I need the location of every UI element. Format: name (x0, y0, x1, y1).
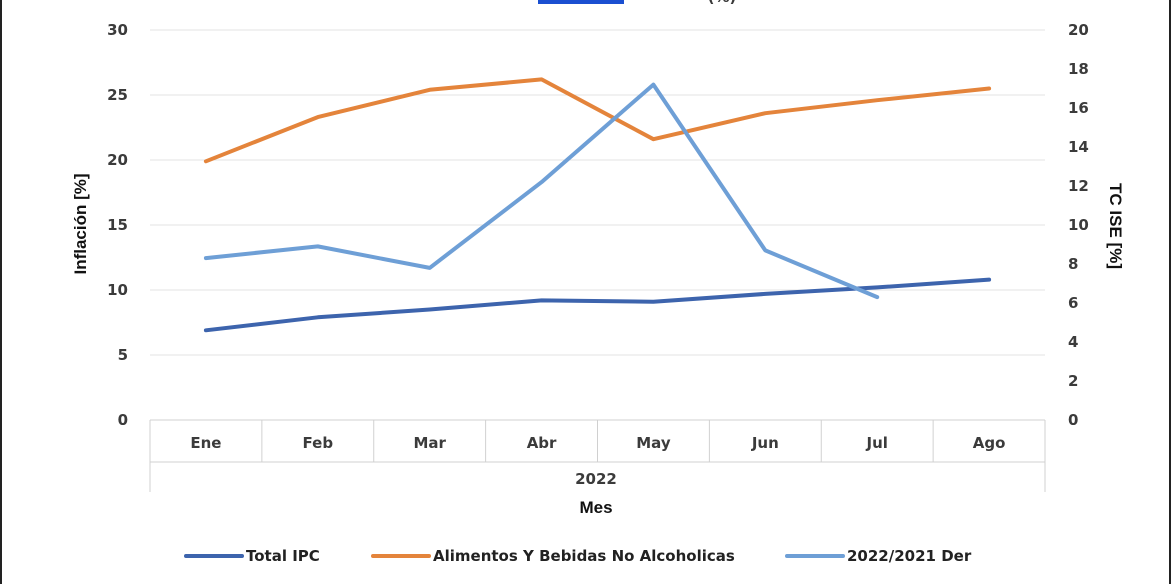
right-y-tick-label: 20 (1068, 21, 1089, 39)
series-line-2 (203, 82, 880, 300)
left-y-tick-label: 15 (107, 216, 128, 234)
right-y-tick-label: 18 (1068, 60, 1089, 78)
x-tick-label: Abr (527, 434, 557, 452)
left-y-tick-label: 0 (118, 411, 128, 429)
header-link-fragment (538, 0, 624, 4)
header-fragment: (%) (708, 0, 737, 6)
legend-label-0: Total IPC (246, 547, 320, 565)
x-tick-label: Jul (865, 434, 887, 452)
x-tick-label: Ene (190, 434, 221, 452)
right-y-tick-label: 4 (1068, 333, 1078, 351)
right-y-tick-label: 12 (1068, 177, 1089, 195)
x-tick-label: Jun (751, 434, 779, 452)
left-y-tick-label: 25 (107, 86, 128, 104)
legend: Total IPC Alimentos Y Bebidas No Alcoholi… (184, 547, 972, 565)
left-y-axis-title: Inflación [%] (71, 173, 90, 274)
right-y-tick-label: 16 (1068, 99, 1089, 117)
right-y-tick-label: 10 (1068, 216, 1089, 234)
right-y-tick-label: 14 (1068, 138, 1089, 156)
legend-label-2: 2022/2021 Der (847, 547, 972, 565)
x-axis-title: Mes (579, 498, 612, 517)
left-y-tick-label: 30 (107, 21, 128, 39)
right-y-tick-label: 8 (1068, 255, 1078, 273)
x-group-label: 2022 (575, 470, 617, 488)
series-line-0 (203, 277, 992, 333)
series-lines (203, 77, 992, 333)
x-tick-label: Ago (973, 434, 1006, 452)
left-y-tick-label: 5 (118, 346, 128, 364)
left-y-tick-labels: 30 25 20 15 10 5 0 (107, 21, 128, 429)
right-y-axis-title: TC ISE [%] (1106, 183, 1125, 269)
legend-label-1: Alimentos Y Bebidas No Alcoholicas (433, 547, 735, 565)
left-y-tick-label: 20 (107, 151, 128, 169)
gridlines (150, 29, 1045, 356)
x-tick-labels: Ene Feb Mar Abr May Jun Jul Ago (190, 434, 1005, 452)
x-tick-label: May (636, 434, 671, 452)
left-y-tick-label: 10 (107, 281, 128, 299)
x-tick-label: Mar (413, 434, 446, 452)
right-y-tick-label: 0 (1068, 411, 1078, 429)
series-line-1 (203, 77, 992, 164)
right-y-tick-label: 6 (1068, 294, 1078, 312)
axis-lines (149, 419, 1046, 492)
x-tick-label: Feb (303, 434, 334, 452)
right-y-tick-label: 2 (1068, 372, 1078, 390)
